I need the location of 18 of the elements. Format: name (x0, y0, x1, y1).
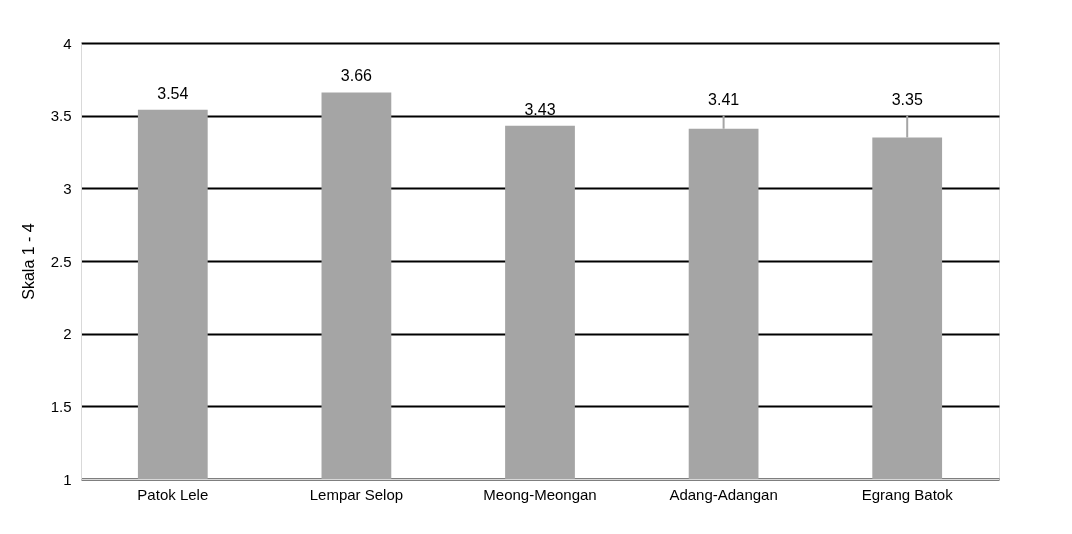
x-tick-label: Patok Lele (137, 485, 209, 503)
x-tick-label: Meong-Meongan (483, 485, 597, 503)
y-tick-label: 3 (63, 179, 72, 197)
y-tick-label: 3.5 (50, 107, 72, 125)
data-label: 3.41 (708, 90, 740, 108)
data-label: 3.66 (340, 67, 373, 85)
data-label: 3.54 (157, 84, 189, 102)
y-tick-label: 2 (63, 325, 72, 343)
x-tick-label: Adang-Adangan (669, 485, 778, 503)
data-label: 3.35 (891, 90, 923, 108)
y-tick-label: 1.5 (50, 397, 72, 415)
y-tick-label: 4 (63, 34, 72, 52)
x-tick-label: Lempar Selop (309, 485, 404, 503)
y-axis-title: Skala 1 - 4 (19, 223, 37, 300)
data-label: 3.43 (524, 100, 556, 118)
y-tick-label: 2.5 (50, 252, 72, 270)
y-tick-label: 1 (63, 470, 72, 488)
x-tick-label: Egrang Batok (861, 485, 954, 503)
